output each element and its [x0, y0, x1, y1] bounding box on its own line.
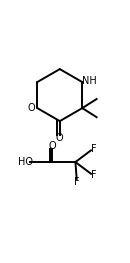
Text: O: O: [28, 103, 35, 113]
Text: F: F: [91, 170, 97, 180]
Text: F: F: [74, 177, 80, 187]
Text: NH: NH: [82, 77, 97, 87]
Text: O: O: [56, 133, 64, 143]
Text: F: F: [91, 144, 97, 154]
Text: O: O: [48, 141, 56, 151]
Text: HO: HO: [18, 157, 33, 167]
